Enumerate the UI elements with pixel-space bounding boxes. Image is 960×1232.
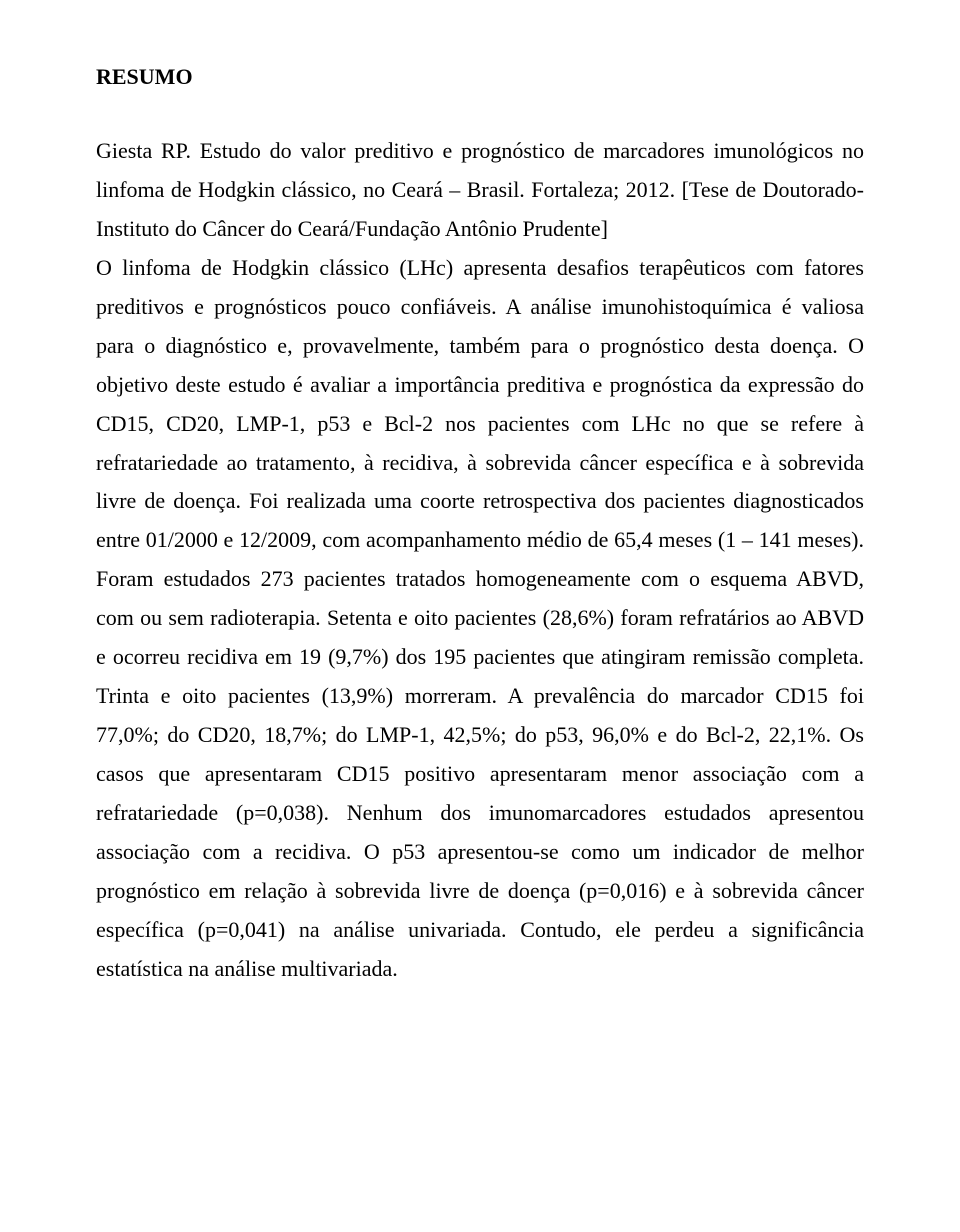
abstract-body: Giesta RP. Estudo do valor preditivo e p… [96,132,864,989]
body-paragraph: O linfoma de Hodgkin clássico (LHc) apre… [96,249,864,989]
document-page: RESUMO Giesta RP. Estudo do valor predit… [0,0,960,1232]
lead-paragraph: Giesta RP. Estudo do valor preditivo e p… [96,132,864,249]
section-title: RESUMO [96,64,864,90]
